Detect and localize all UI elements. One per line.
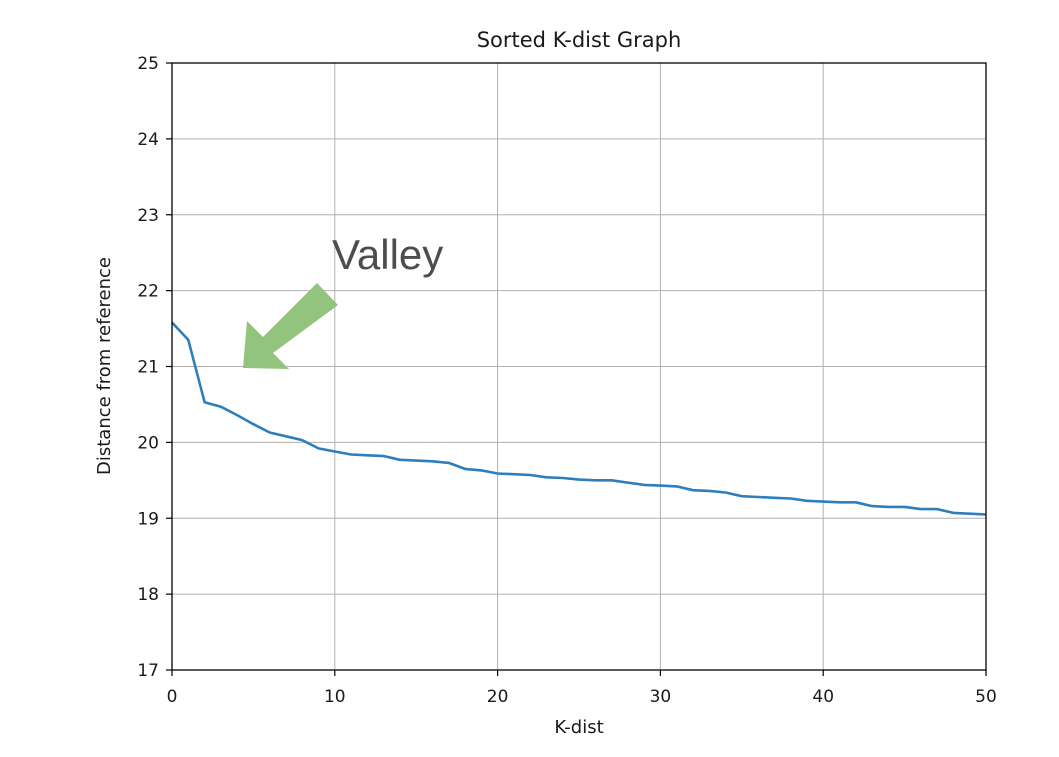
- y-tick-label: 22: [137, 282, 159, 302]
- axis-ticks: 0 10 20 30 40 50 17 18 19 20 21 22 23 24 25: [137, 54, 996, 707]
- annotation-arrow-icon: [243, 283, 338, 369]
- x-tick-label: 20: [487, 687, 509, 707]
- x-tick-label: 10: [324, 687, 346, 707]
- chart-title: Sorted K-dist Graph: [477, 28, 682, 52]
- series-layer: [171, 321, 987, 516]
- x-tick-label: 40: [812, 687, 834, 707]
- y-tick-label: 18: [137, 585, 159, 605]
- y-axis-title: Distance from reference: [94, 257, 115, 475]
- y-tick-label: 25: [137, 54, 159, 74]
- x-tick-label: 0: [167, 687, 178, 707]
- y-tick-label: 21: [137, 358, 159, 378]
- y-tick-label: 17: [137, 661, 159, 681]
- annotation-valley-label: Valley: [332, 231, 443, 278]
- x-tick-label: 50: [975, 687, 997, 707]
- x-tick-label: 30: [650, 687, 672, 707]
- y-tick-label: 24: [137, 130, 159, 150]
- y-tick-label: 23: [137, 206, 159, 226]
- y-tick-label: 19: [137, 509, 159, 529]
- y-tick-label: 20: [137, 433, 159, 453]
- grid: [171, 62, 987, 671]
- x-axis-title: K-dist: [554, 717, 603, 738]
- series-line-0: [171, 321, 987, 516]
